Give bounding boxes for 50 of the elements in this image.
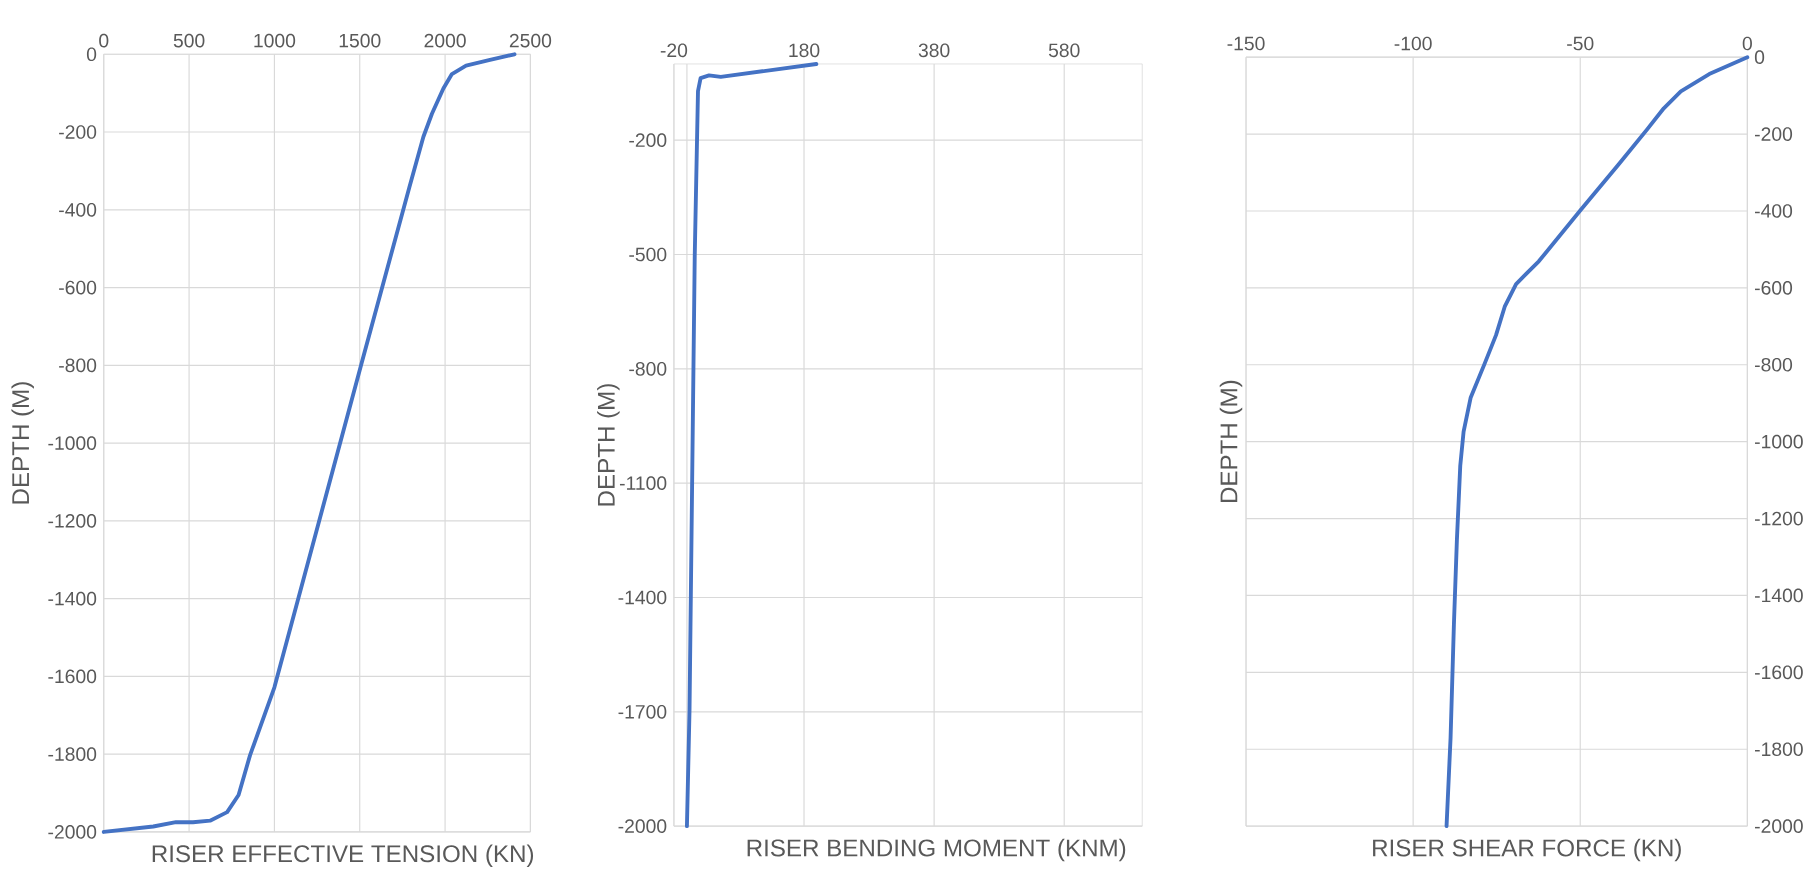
y-tick-label: -200: [1755, 127, 1793, 141]
x-tick-label: -50: [1567, 36, 1594, 51]
y-tick-label: -1400: [618, 590, 667, 605]
y-tick-label: -400: [59, 202, 97, 217]
x-tick-label: -150: [1227, 36, 1265, 51]
x-tick-label: 1000: [254, 33, 296, 48]
y-axis-title: DEPTH (M): [1219, 380, 1243, 503]
y-tick-label: -1700: [618, 704, 667, 719]
y-tick-label: -1400: [48, 591, 97, 606]
x-tick-label: -100: [1394, 36, 1432, 51]
y-tick-label: -1200: [48, 514, 97, 528]
x-tick-label: 0: [99, 33, 109, 48]
y-tick-label: -2000: [48, 825, 97, 839]
x-axis-title: RISER EFFECTIVE TENSION (KN): [152, 844, 534, 868]
y-tick-label: -800: [629, 361, 667, 376]
y-tick-label: -1800: [1755, 742, 1803, 757]
y-tick-label: -1600: [1755, 665, 1803, 680]
x-tick-label: 500: [173, 33, 205, 48]
y-axis-title: DEPTH (M): [11, 382, 34, 504]
y-tick-label: -200: [59, 125, 97, 139]
y-tick-label: -1400: [1755, 588, 1803, 603]
x-tick-label: -20: [660, 43, 688, 58]
x-tick-label: 580: [1048, 43, 1080, 58]
y-tick-label: -1600: [48, 669, 97, 684]
y-tick-label: -600: [1755, 280, 1793, 295]
y-tick-label: -1200: [1755, 511, 1803, 526]
x-tick-label: 2500: [509, 33, 552, 48]
y-tick-label: -600: [59, 280, 97, 295]
y-tick-label: -1800: [48, 747, 97, 761]
x-tick-label: 0: [1742, 36, 1752, 51]
y-tick-label: -1000: [1755, 434, 1803, 449]
y-axis-title: DEPTH (M): [597, 384, 620, 506]
x-tick-label: 1500: [339, 33, 381, 48]
x-tick-label: 2000: [424, 33, 466, 48]
line-series: [1444, 55, 1750, 829]
x-axis-title: RISER BENDING MOMENT (KNM): [747, 838, 1126, 862]
x-tick-label: 380: [918, 43, 950, 58]
y-tick-label: -500: [629, 247, 667, 262]
y-tick-label: -400: [1755, 204, 1793, 218]
y-tick-label: -1000: [48, 436, 97, 450]
line-series: [101, 52, 517, 834]
y-tick-label: -800: [59, 358, 97, 373]
y-tick-label: -200: [629, 133, 667, 147]
y-tick-label: -800: [1755, 357, 1793, 372]
y-tick-label: -2000: [1755, 819, 1803, 833]
y-tick-label: -1100: [619, 476, 667, 490]
x-axis-title: RISER SHEAR FORCE (KN): [1373, 838, 1681, 862]
line-series: [685, 61, 819, 829]
x-tick-label: 180: [789, 43, 820, 58]
y-tick-label: -2000: [618, 819, 667, 833]
